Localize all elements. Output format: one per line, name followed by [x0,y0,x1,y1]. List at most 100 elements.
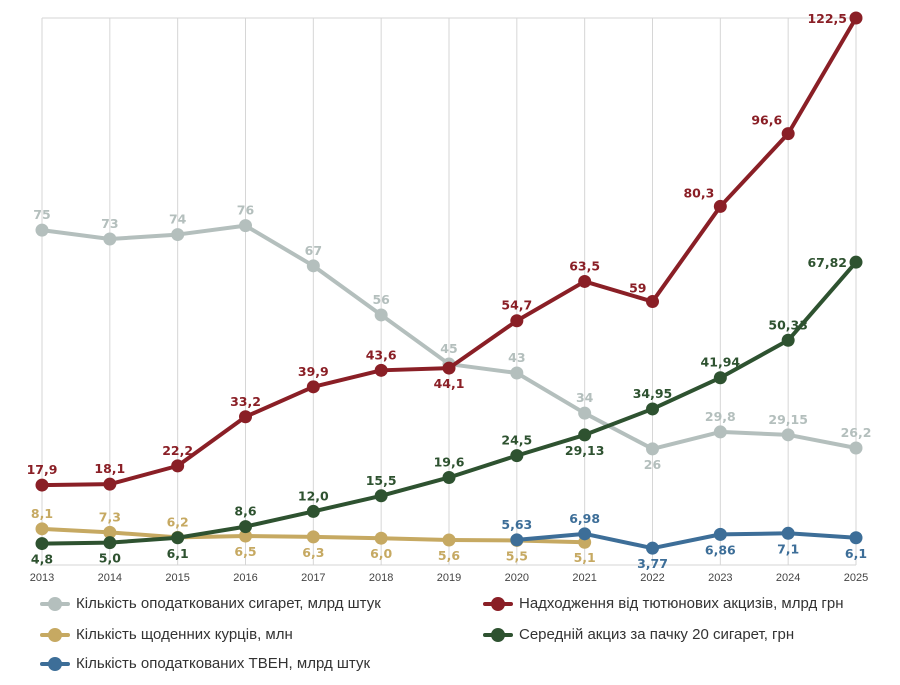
data-point-cigarettes [646,442,659,456]
data-point-heated-tobacco [578,527,592,541]
data-point-excise-revenue [442,361,456,375]
data-point-cigarettes [781,428,795,442]
data-point-cigarettes [103,232,117,246]
data-point-daily-smokers [442,533,456,547]
data-label-cigarettes: 29,15 [768,412,808,427]
data-point-daily-smokers [35,522,49,536]
legend-item-avg-excise: Середній акциз за пачку 20 сигарет, грн [483,626,794,643]
x-tick-label: 2025 [844,572,868,584]
data-label-cigarettes: 34 [576,390,594,405]
data-label-avg-excise: 50,33 [768,317,808,332]
data-label-excise-revenue: 54,7 [501,298,532,313]
x-tick-label: 2017 [301,572,325,584]
data-label-cigarettes: 56 [372,292,390,307]
legend-item-cigarettes: Кількість оподаткованих сигарет, млрд шт… [40,595,381,612]
legend-marker [40,596,70,611]
x-tick-label: 2014 [98,572,122,584]
data-label-excise-revenue: 59 [629,281,646,296]
data-point-daily-smokers [306,530,320,544]
data-label-avg-excise: 6,1 [167,546,189,561]
data-label-avg-excise: 12,0 [298,488,329,503]
data-label-cigarettes: 73 [101,216,118,231]
data-point-heated-tobacco [781,526,795,540]
legend-label: Середній акциз за пачку 20 сигарет, грн [519,626,795,643]
legend-label: Кількість оподаткованих ТВЕН, млрд штук [76,655,371,672]
data-label-excise-revenue: 43,6 [366,347,397,362]
data-label-cigarettes: 29,8 [705,409,736,424]
data-point-cigarettes [171,228,185,242]
legend-item-heated-tobacco: Кількість оподаткованих ТВЕН, млрд штук [40,655,370,672]
data-point-cigarettes [306,259,320,273]
legend-marker [40,656,70,671]
data-point-heated-tobacco [713,527,727,541]
data-point-excise-revenue [374,363,388,377]
data-label-heated-tobacco: 6,98 [569,511,600,526]
data-label-cigarettes: 26 [644,457,662,472]
data-point-avg-excise [849,255,863,269]
data-point-excise-revenue [171,459,185,473]
data-label-cigarettes: 43 [508,350,525,365]
data-label-avg-excise: 41,94 [701,355,741,370]
data-point-excise-revenue [35,478,49,492]
data-label-avg-excise: 4,8 [31,552,53,567]
data-label-daily-smokers: 6,0 [370,546,392,561]
data-point-daily-smokers [374,531,388,545]
data-point-cigarettes [510,366,524,380]
data-label-cigarettes: 45 [440,341,457,356]
data-label-excise-revenue: 33,2 [230,394,261,409]
data-point-avg-excise [646,402,659,416]
data-label-daily-smokers: 7,3 [99,509,121,524]
data-label-daily-smokers: 5,1 [574,550,596,565]
x-tick-label: 2020 [505,572,529,584]
data-point-cigarettes [374,308,388,322]
x-tick-label: 2023 [708,572,732,584]
data-point-heated-tobacco [849,531,863,545]
data-point-avg-excise [103,536,117,550]
data-point-cigarettes [35,223,49,237]
data-point-excise-revenue [781,127,795,141]
data-point-avg-excise [35,537,49,551]
data-point-excise-revenue [578,274,592,288]
x-tick-label: 2024 [776,572,800,584]
x-tick-label: 2016 [233,572,257,584]
data-label-excise-revenue: 22,2 [162,443,193,458]
data-point-excise-revenue [239,410,252,424]
data-label-cigarettes: 26,2 [841,425,872,440]
data-point-avg-excise [374,489,388,503]
data-label-avg-excise: 34,95 [633,386,673,401]
data-point-avg-excise [578,428,592,442]
legend-item-excise-revenue: Надходження від тютюнових акцизів, млрд … [483,595,844,612]
data-point-heated-tobacco [510,533,524,547]
data-label-avg-excise: 15,5 [366,473,397,488]
data-point-cigarettes [849,441,863,455]
legend-label: Кількість оподаткованих сигарет, млрд шт… [76,595,381,612]
data-point-daily-smokers [103,525,117,539]
data-label-daily-smokers: 5,6 [438,548,460,563]
data-point-avg-excise [442,470,456,484]
data-point-avg-excise [781,333,795,347]
data-label-heated-tobacco: 6,86 [705,542,736,557]
legend: Кількість оподаткованих сигарет, млрд шт… [0,590,900,685]
data-point-heated-tobacco [646,541,659,555]
data-point-avg-excise [510,449,524,463]
data-label-excise-revenue: 80,3 [683,185,714,200]
data-label-avg-excise: 19,6 [434,454,465,469]
x-tick-label: 2015 [165,572,189,584]
data-point-avg-excise [239,520,252,534]
x-tick-label: 2021 [572,572,596,584]
x-tick-label: 2022 [640,572,664,584]
data-point-excise-revenue [849,11,863,25]
data-label-daily-smokers: 6,2 [167,514,189,529]
data-label-heated-tobacco: 3,77 [637,556,668,571]
legend-item-daily-smokers: Кількість щоденних курців, млн [40,626,293,643]
legend-label: Надходження від тютюнових акцизів, млрд … [519,595,844,612]
data-point-cigarettes [239,219,252,233]
data-label-cigarettes: 67 [305,243,322,258]
legend-label: Кількість щоденних курців, млн [76,626,293,643]
data-point-daily-smokers [239,529,252,543]
data-label-avg-excise: 29,13 [565,443,605,458]
data-label-cigarettes: 76 [237,203,255,218]
data-point-excise-revenue [646,295,659,309]
data-point-excise-revenue [510,314,524,328]
data-point-avg-excise [713,371,727,385]
